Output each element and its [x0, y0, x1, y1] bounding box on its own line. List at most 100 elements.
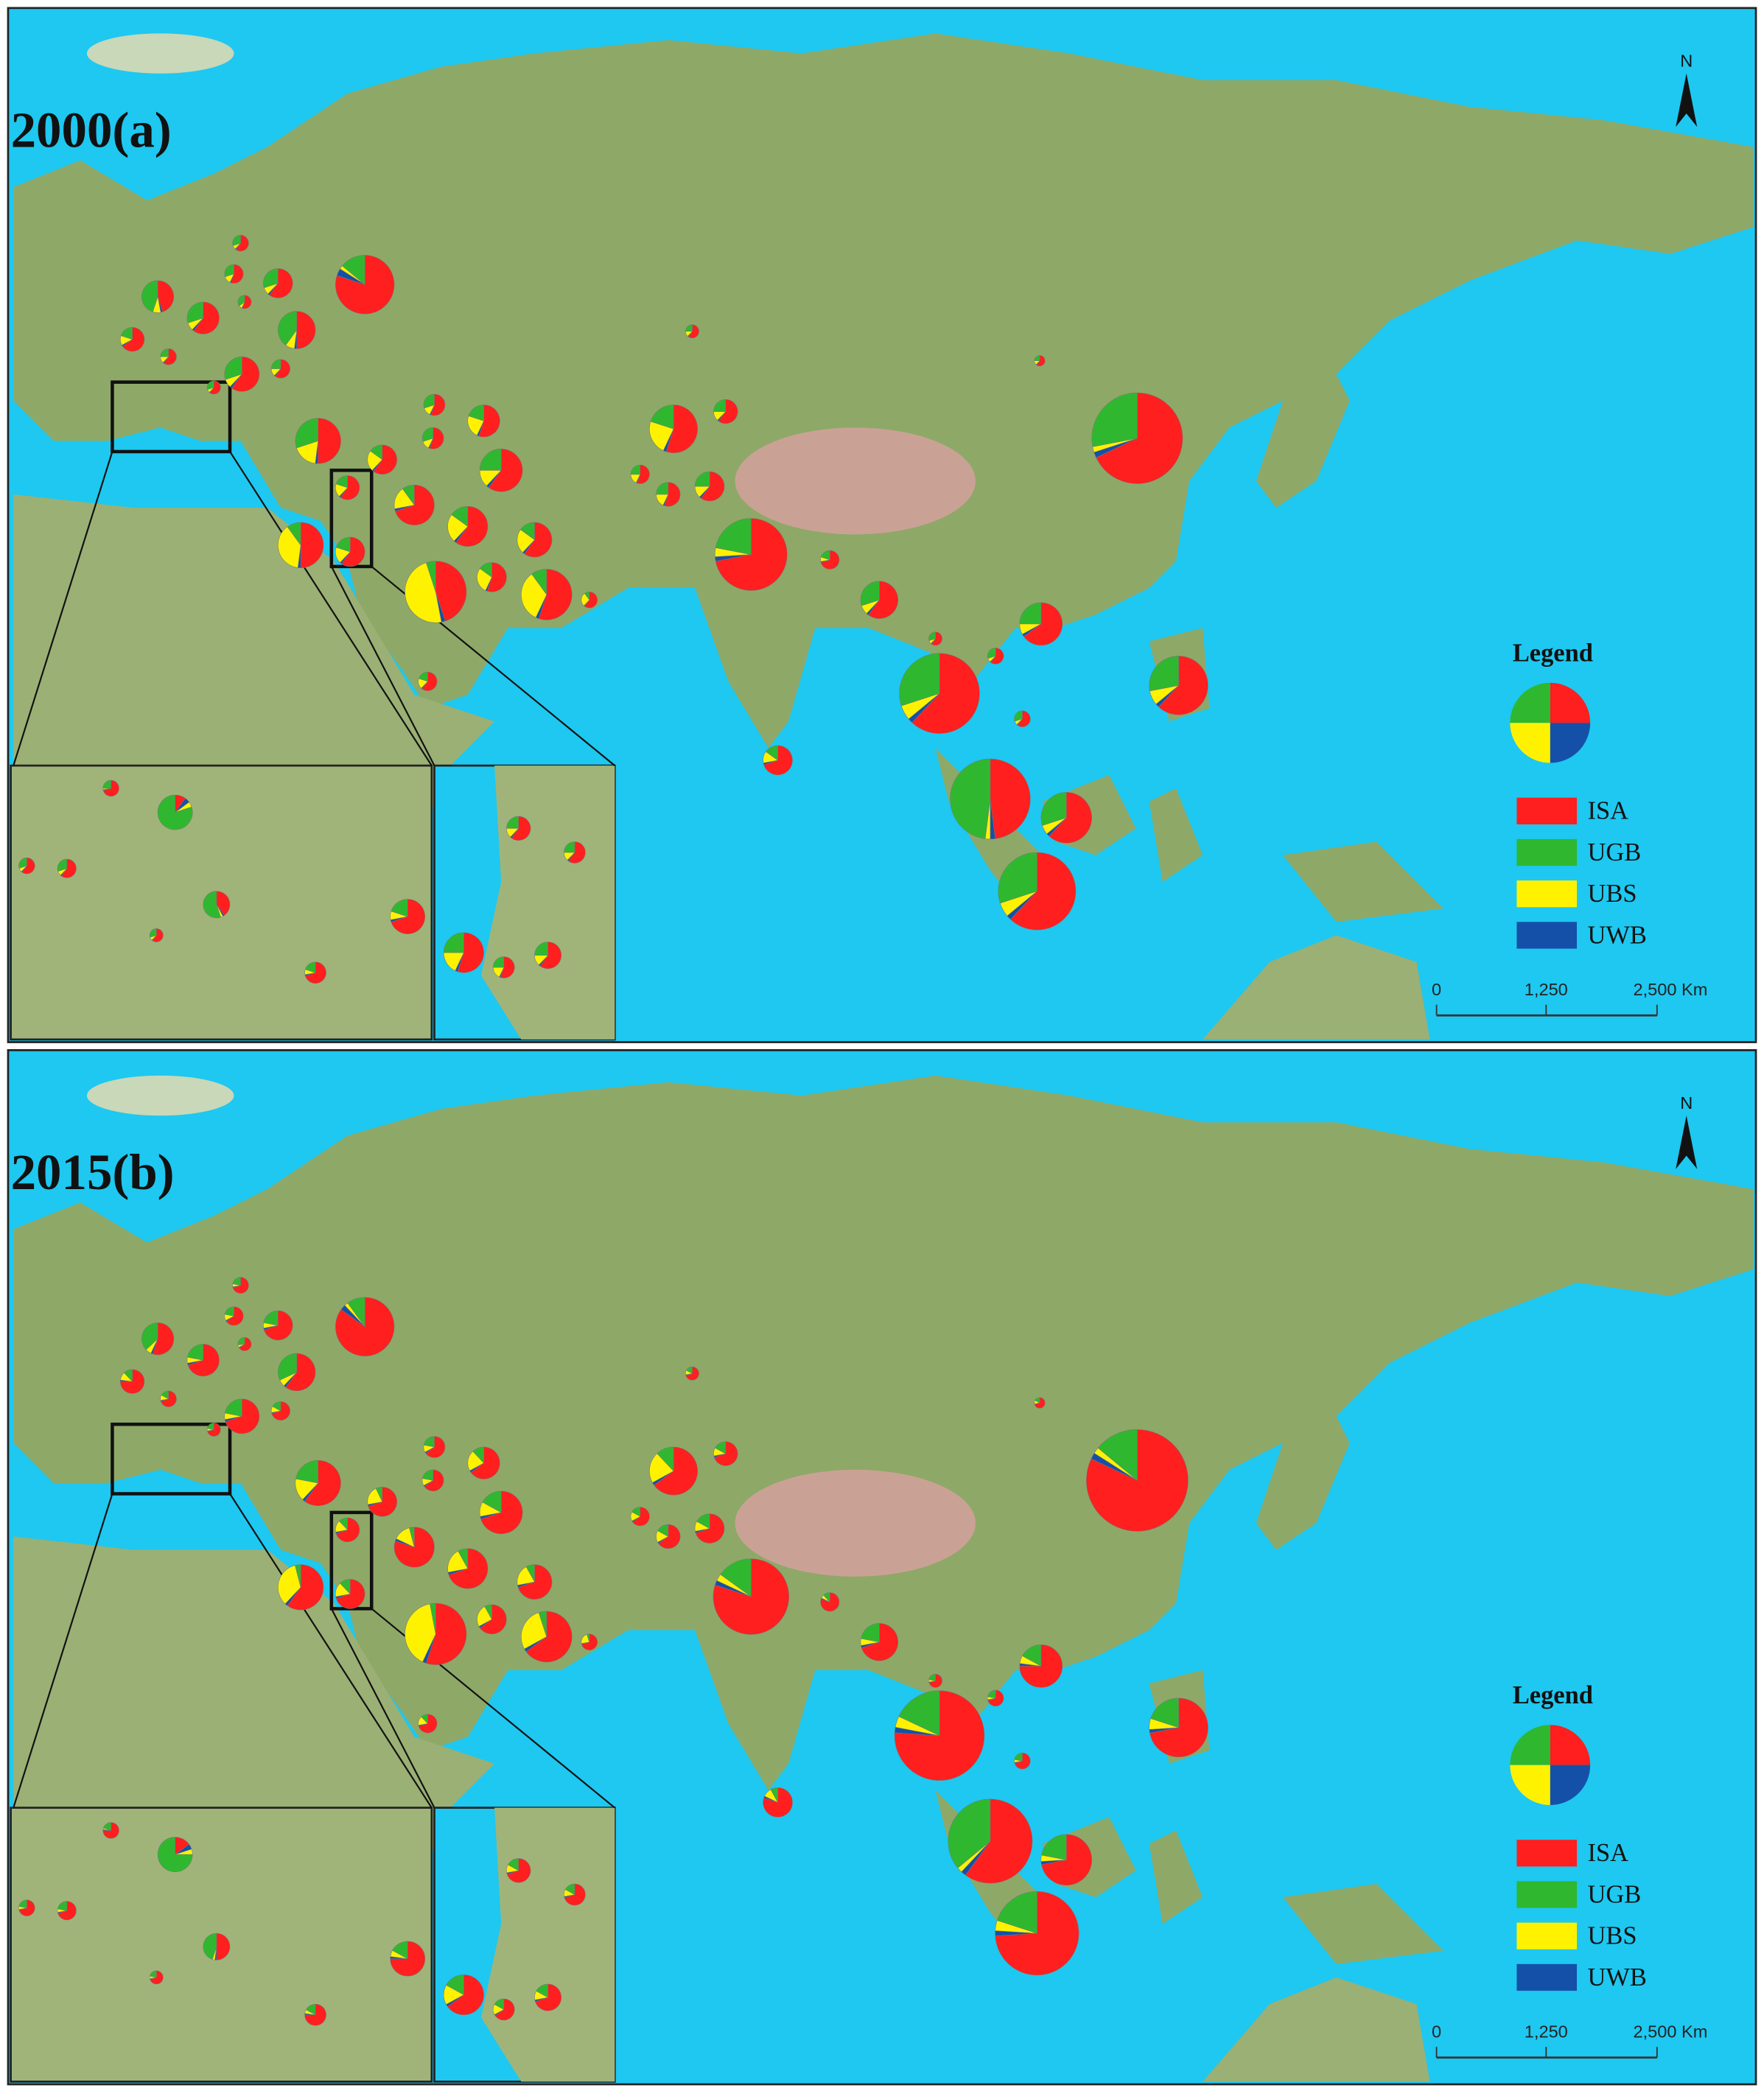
- pie-slice: [160, 348, 169, 357]
- pie-slice: [687, 324, 699, 339]
- pie: [335, 475, 360, 500]
- pie-slice: [468, 404, 484, 421]
- pie: [447, 1548, 489, 1589]
- pie: [18, 1899, 35, 1916]
- pie-slice: [517, 1564, 553, 1599]
- scale-label: 2,500 Km: [1634, 2022, 1708, 2042]
- pie: [493, 956, 515, 978]
- pie: [928, 631, 942, 646]
- pie: [506, 1858, 531, 1883]
- pie: [1014, 1753, 1031, 1770]
- pie-slice: [484, 1604, 492, 1620]
- pie-slice: [820, 550, 840, 570]
- pie: [102, 779, 119, 797]
- pie-slice: [163, 348, 177, 365]
- scale-label: 2,500 Km: [1634, 980, 1708, 999]
- pie-slice: [405, 562, 442, 623]
- pie-slice: [720, 1558, 752, 1597]
- pie: [278, 522, 324, 569]
- pie-slice: [425, 1436, 446, 1458]
- pie: [1014, 710, 1031, 727]
- pie: [1034, 1397, 1046, 1409]
- pie: [295, 1460, 341, 1507]
- pie-slice: [347, 1297, 365, 1328]
- pie-slice: [1017, 710, 1031, 727]
- pie-slice: [650, 404, 674, 430]
- pie-slice: [206, 380, 214, 390]
- pie: [479, 1490, 523, 1535]
- legend-pie: [1510, 1765, 1550, 1806]
- pie-slice: [187, 1344, 220, 1377]
- pie-slice: [898, 1690, 940, 1737]
- pie-slice: [278, 1353, 297, 1381]
- legend-swatch: [1516, 838, 1578, 866]
- pie-slice: [479, 562, 492, 578]
- pie: [656, 1524, 681, 1549]
- pie: [423, 1436, 446, 1458]
- pie-slice: [269, 268, 293, 298]
- pie-slice: [656, 482, 669, 495]
- pie-slice: [1091, 392, 1138, 447]
- pie-slice: [275, 359, 290, 379]
- pie-slice: [287, 522, 301, 546]
- pie-slice: [335, 1579, 365, 1609]
- pie-slice: [539, 942, 561, 970]
- pie-slice: [272, 1401, 281, 1412]
- pie: [447, 506, 489, 547]
- pie: [477, 1604, 507, 1635]
- legend-pie: [1510, 1725, 1550, 1765]
- legend-label: UBS: [1588, 880, 1637, 908]
- pie-slice: [57, 858, 68, 872]
- pie-slice: [335, 536, 351, 553]
- pie-slice: [390, 1941, 426, 1977]
- pie: [1086, 1429, 1189, 1532]
- pie-slice: [295, 418, 318, 449]
- map-panel: 2000(a) N 0 1,250 2,500 Km Legend ISA UGB UBS UWB: [8, 8, 1756, 1043]
- pie: [517, 522, 553, 558]
- pie-slice: [494, 1998, 515, 2021]
- pie: [335, 255, 395, 315]
- pie-slice: [342, 255, 365, 285]
- pie: [1091, 392, 1183, 484]
- pie-slice: [391, 899, 408, 917]
- legend-label: UBS: [1588, 1922, 1637, 1950]
- legend-pie: [1550, 723, 1591, 763]
- pie: [102, 1822, 119, 1839]
- pie-slice: [193, 301, 220, 334]
- pie-slice: [446, 1974, 464, 1996]
- scale-label: 1,250: [1525, 2022, 1568, 2042]
- pie: [1040, 792, 1092, 844]
- pie-slice: [341, 536, 365, 567]
- pie-slice: [538, 569, 573, 620]
- pie-slice: [237, 295, 245, 306]
- pie-slice: [467, 416, 484, 436]
- pie: [278, 1353, 316, 1392]
- pie-slice: [715, 1441, 727, 1454]
- pie-slice: [899, 653, 940, 707]
- pie: [405, 1602, 467, 1665]
- legend-swatch: [1516, 1963, 1578, 1991]
- pie-slice: [224, 1398, 242, 1417]
- pie-slice: [1022, 1644, 1042, 1667]
- pie: [656, 482, 681, 507]
- pie-slice: [1097, 1429, 1138, 1481]
- pie: [295, 418, 341, 464]
- pie: [263, 1310, 293, 1341]
- pie-slice: [524, 522, 553, 558]
- pie-slice: [263, 1310, 293, 1341]
- pie: [390, 1941, 426, 1977]
- pie-slice: [1014, 1753, 1023, 1762]
- pie: [649, 1446, 699, 1496]
- pie-slice: [375, 1487, 383, 1502]
- pie-slice: [482, 1490, 502, 1513]
- pie-slice: [216, 1932, 231, 1960]
- pie-slice: [657, 1446, 674, 1472]
- pie-slice: [584, 592, 590, 601]
- pie: [581, 592, 598, 609]
- pie-slice: [340, 475, 360, 500]
- pie: [335, 536, 365, 567]
- pie-slice: [157, 794, 193, 830]
- pie: [1040, 1834, 1092, 1886]
- pie-slice: [479, 449, 502, 471]
- pie-slice: [124, 1369, 133, 1382]
